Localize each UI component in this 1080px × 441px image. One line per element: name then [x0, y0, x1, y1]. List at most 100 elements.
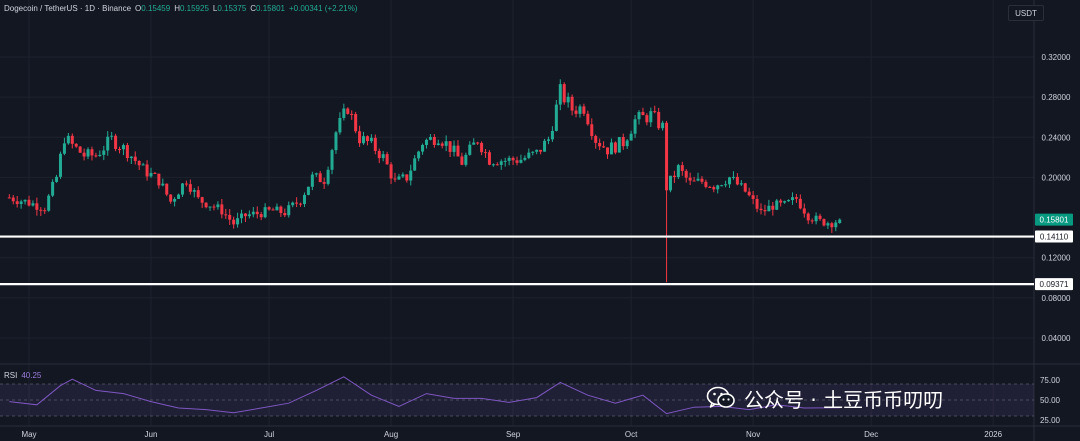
candle-body	[763, 210, 767, 212]
candle-body	[779, 200, 783, 203]
candle-body	[499, 161, 503, 165]
candle-body	[700, 178, 704, 182]
price-tick-label: 0.24000	[1042, 133, 1071, 142]
candle-body	[452, 145, 456, 152]
candle-body	[598, 142, 602, 147]
candle-body	[310, 174, 314, 187]
candle-body	[11, 197, 15, 202]
candle-body	[838, 219, 842, 224]
candle-body	[625, 140, 629, 147]
candle-body	[385, 154, 389, 165]
candle-body	[114, 135, 118, 150]
candle-body	[98, 154, 102, 157]
candle-body	[216, 204, 220, 208]
candle-body	[531, 151, 535, 153]
price-tick-label: 0.32000	[1042, 53, 1071, 62]
candle-body	[806, 213, 810, 221]
candle-body	[720, 185, 724, 187]
candle-body	[362, 136, 366, 144]
candle-body	[802, 208, 806, 214]
candle-body	[570, 96, 574, 111]
candle-body	[566, 96, 570, 103]
candle-body	[558, 84, 562, 105]
candle-body	[279, 206, 283, 213]
candle-body	[771, 205, 775, 210]
support-price-tag	[1035, 230, 1073, 243]
candle-body	[330, 150, 334, 170]
candle-body	[519, 159, 523, 163]
candle-body	[401, 174, 405, 177]
candle-body	[381, 154, 385, 159]
candle-body	[243, 213, 247, 217]
candle-body	[590, 124, 594, 137]
candle-body	[606, 147, 610, 155]
rsi-line	[9, 376, 840, 415]
candle-body	[495, 164, 499, 166]
currency-badge[interactable]: USDT	[1008, 5, 1044, 21]
candle-body	[546, 139, 550, 141]
time-tick-label: Jun	[145, 430, 158, 439]
candle-body	[338, 118, 342, 133]
candle-body	[798, 198, 802, 209]
candle-body	[716, 185, 720, 190]
candle-body	[346, 108, 350, 114]
price-tick-label: 0.28000	[1042, 93, 1071, 102]
candle-body	[440, 143, 444, 146]
candle-body	[775, 200, 779, 210]
candle-body	[287, 205, 291, 216]
candle-body	[543, 140, 547, 152]
candle-body	[759, 208, 763, 211]
candle-body	[728, 177, 732, 185]
close-value: 0.15801	[256, 4, 285, 13]
candle-body	[511, 157, 515, 161]
candle-body	[373, 137, 377, 151]
open-value: 0.15459	[141, 4, 171, 13]
candle-body	[637, 111, 641, 120]
candle-body	[735, 176, 739, 185]
candle-body	[299, 203, 303, 205]
watermark: 公众号 · 土豆币币叨叨	[706, 384, 943, 412]
candle-body	[503, 160, 507, 162]
candle-body	[118, 149, 122, 151]
candle-body	[350, 113, 354, 115]
candle-body	[263, 207, 267, 218]
candle-body	[428, 136, 432, 140]
candle-body	[578, 106, 582, 114]
candle-body	[743, 183, 747, 192]
candle-body	[208, 206, 212, 208]
candle-body	[334, 132, 338, 151]
candle-body	[55, 176, 59, 182]
candle-body	[251, 211, 255, 215]
candle-body	[456, 145, 460, 157]
candle-body	[137, 160, 141, 166]
ohlc-readout: O0.15459 H0.15925 L0.15375 C0.15801 +0.0…	[135, 4, 357, 13]
watermark-text: 公众号 · 土豆币币叨叨	[744, 387, 944, 412]
candle-body	[255, 211, 259, 215]
support-price-label: 0.14110	[1040, 233, 1069, 242]
price-tick-label: 0.20000	[1042, 173, 1071, 182]
candle-body	[484, 152, 488, 154]
candle-body	[491, 164, 495, 166]
price-tick-label: 0.12000	[1042, 254, 1071, 263]
candle-body	[377, 150, 381, 159]
candle-body	[267, 207, 271, 210]
candle-body	[712, 187, 716, 190]
candle-body	[708, 186, 712, 188]
candle-body	[314, 173, 318, 175]
candle-body	[125, 145, 129, 159]
candle-body	[657, 111, 661, 129]
price-tick-label: 0.04000	[1042, 334, 1071, 343]
support-price-label: 0.09371	[1040, 280, 1069, 289]
candle-body	[653, 111, 657, 113]
candle-body	[539, 149, 543, 152]
candle-body	[102, 150, 106, 155]
candle-body	[86, 149, 90, 157]
candle-body	[668, 175, 672, 191]
candle-body	[74, 143, 78, 147]
time-tick-label: Aug	[384, 430, 398, 439]
candle-body	[672, 175, 676, 178]
symbol-title: Dogecoin / TetherUS · 1D · Binance	[4, 4, 132, 13]
candle-body	[145, 164, 149, 177]
